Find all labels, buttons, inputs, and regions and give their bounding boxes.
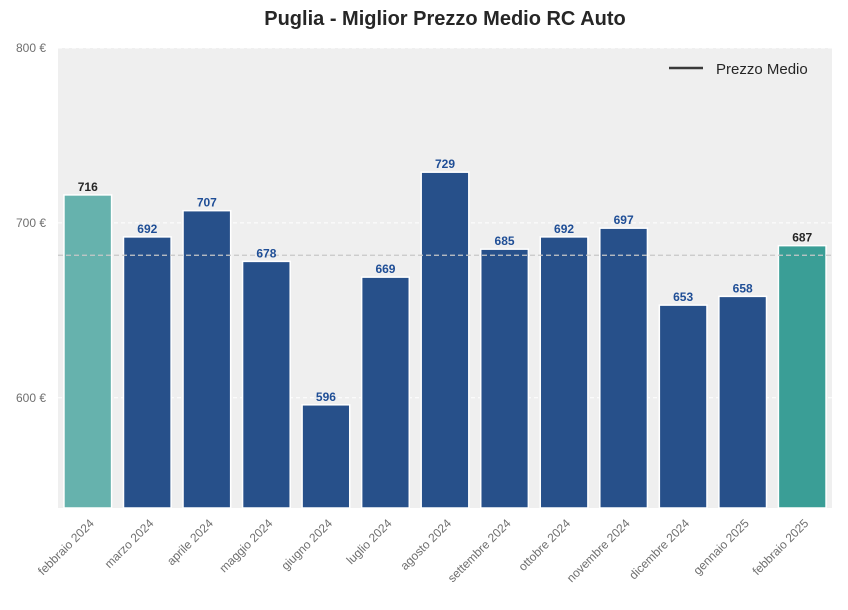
x-tick-label: febbraio 2024 [35,516,97,578]
data-label: 653 [673,290,693,304]
x-tick-label: giugno 2024 [278,516,335,573]
x-tick-label: aprile 2024 [164,516,216,568]
x-tick-label: febbraio 2025 [750,516,812,578]
x-tick-label: settembre 2024 [445,516,514,585]
x-axis: febbraio 2024 marzo 2024 aprile 2024 maggio… [35,516,811,585]
data-label: 596 [316,390,336,404]
x-tick-label: marzo 2024 [102,516,157,571]
bars [63,171,827,509]
data-label: 687 [792,231,812,245]
data-label: 658 [733,281,753,295]
data-label: 692 [554,222,574,236]
legend-label: Prezzo Medio [716,61,808,78]
bar [718,295,768,509]
data-label: 716 [78,180,98,194]
legend: Prezzo Medio [669,61,808,78]
x-tick-label: novembre 2024 [564,516,633,585]
bar [241,260,291,509]
bar [182,209,232,509]
x-tick-label: maggio 2024 [217,516,276,575]
x-tick-label: agosto 2024 [398,516,455,573]
x-tick-label: luglio 2024 [344,516,395,567]
y-tick-label: 800 € [16,41,46,55]
y-tick-label: 600 € [16,391,46,405]
x-tick-label: gennaio 2025 [690,516,752,578]
x-tick-label: ottobre 2024 [516,516,574,574]
bar [539,236,589,509]
bar [360,276,411,509]
data-label: 678 [256,246,276,260]
data-label: 729 [435,157,455,171]
data-labels: 716 692 707 678 596 669 729 685 692 697 653 658 687 [78,157,813,404]
bar [658,304,708,509]
bar [63,194,113,509]
y-axis: 600 € 700 € 800 € [16,41,46,405]
bar [122,236,172,509]
data-label: 685 [495,234,515,248]
data-label: 692 [137,222,157,236]
bar [479,248,530,509]
bar [301,404,351,509]
bar [420,171,470,509]
data-label: 669 [375,262,395,276]
y-tick-label: 700 € [16,216,46,230]
data-label: 707 [197,196,217,210]
bar [777,244,827,509]
data-label: 697 [614,213,634,227]
x-tick-label: dicembre 2024 [626,516,692,582]
chart-title: Puglia - Miglior Prezzo Medio RC Auto [264,8,625,30]
bar [599,227,649,509]
